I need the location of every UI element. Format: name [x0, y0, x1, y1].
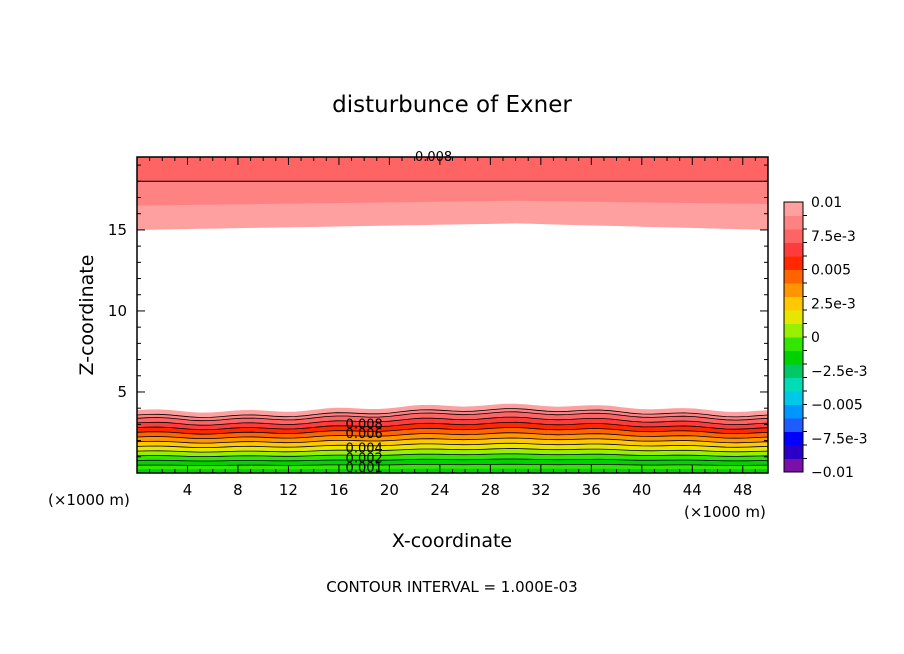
bottom-contour-label: 0.008 — [346, 417, 383, 432]
colorbar-label: 2.5e-3 — [811, 296, 856, 312]
bottom-contour-label: 0.006 — [346, 427, 383, 442]
x-tick-label: 20 — [380, 481, 399, 499]
colorbar-swatch — [784, 391, 803, 405]
x-tick-label: 28 — [481, 481, 500, 499]
colorbar-swatch — [784, 418, 803, 432]
bottom-contour-line — [136, 453, 769, 458]
y-tick-label: 10 — [108, 302, 127, 320]
bottom-contour-line — [136, 458, 769, 462]
x-unit-right: (×1000 m) — [684, 503, 766, 521]
x-axis: 4 8 12 16 20 24 28 32 36 40 44 48 — [149, 157, 756, 499]
x-tick-label: 32 — [531, 481, 550, 499]
bottom-contour-line — [136, 421, 769, 431]
x-tick-label: 40 — [632, 481, 651, 499]
colorbar-swatch — [784, 458, 803, 473]
x-tick-label: 12 — [279, 481, 298, 499]
bottom-contour-label: 0.001 — [346, 461, 383, 476]
colorbar-label: 0.01 — [811, 195, 842, 211]
colorbar-swatch — [784, 283, 803, 297]
top-contour-band — [137, 157, 768, 182]
colorbar-label: 7.5e-3 — [811, 229, 856, 245]
colorbar-label: −0.005 — [811, 398, 863, 414]
bottom-contour-line — [136, 448, 769, 453]
x-axis-title: X-coordinate — [392, 530, 512, 552]
colorbar-swatch — [784, 296, 803, 311]
bottom-contour-line — [136, 463, 769, 466]
colorbar-swatch — [784, 431, 803, 446]
colorbar-swatch — [784, 337, 803, 351]
bottom-contour-line — [136, 437, 769, 444]
bottom-contour-line — [136, 408, 769, 418]
colorbar-swatch — [784, 364, 803, 378]
contour-fields — [137, 157, 768, 473]
y-axis-title: Z-coordinate — [76, 255, 98, 376]
y-tick-label: 5 — [117, 383, 127, 401]
x-unit-left: (×1000 m) — [48, 491, 130, 509]
x-tick-label: 4 — [183, 481, 193, 499]
bottom-contour-line — [136, 442, 769, 448]
colorbar-swatch — [784, 269, 803, 284]
x-tick-label: 44 — [683, 481, 702, 499]
bottom-contour-line — [136, 411, 769, 422]
colorbar-label: −0.01 — [811, 465, 854, 481]
colorbar-swatch — [784, 202, 803, 216]
colorbar-label: 0.005 — [811, 263, 851, 279]
colorbar-swatch — [784, 350, 803, 365]
colorbar-swatch — [784, 256, 803, 270]
chart-title: disturbunce of Exner — [332, 92, 572, 118]
x-tick-label: 24 — [430, 481, 449, 499]
contour-interval-note: CONTOUR INTERVAL = 1.000E-03 — [326, 578, 577, 596]
y-axis: 5 10 15 — [108, 164, 768, 458]
colorbar-swatch — [784, 377, 803, 392]
colorbar-swatch — [784, 445, 803, 459]
bottom-contour-line — [136, 427, 769, 435]
x-tick-label: 48 — [733, 481, 752, 499]
colorbar-label: −7.5e-3 — [811, 431, 868, 447]
bottom-contour-label: 0.004 — [346, 442, 383, 457]
bottom-contour-line — [136, 416, 769, 426]
colorbar-swatch — [784, 323, 803, 338]
x-tick-label: 16 — [329, 481, 348, 499]
bottom-contour-line — [136, 432, 769, 439]
colorbar-label: 0 — [811, 330, 820, 346]
colorbar-swatch — [784, 215, 803, 230]
colorbar: 0.01 7.5e-3 0.005 2.5e-3 0 −2.5e-3 −0.005 −7.5e… — [783, 195, 868, 481]
colorbar-swatch — [784, 404, 803, 419]
colorbar-label: −2.5e-3 — [811, 364, 868, 380]
x-tick-label: 8 — [233, 481, 243, 499]
y-tick-label: 15 — [108, 221, 127, 239]
colorbar-swatch — [784, 229, 803, 243]
colorbar-swatch — [784, 242, 803, 257]
bottom-contour-label: 0.002 — [346, 451, 383, 466]
colorbar-swatch — [784, 310, 803, 324]
x-tick-label: 36 — [582, 481, 601, 499]
